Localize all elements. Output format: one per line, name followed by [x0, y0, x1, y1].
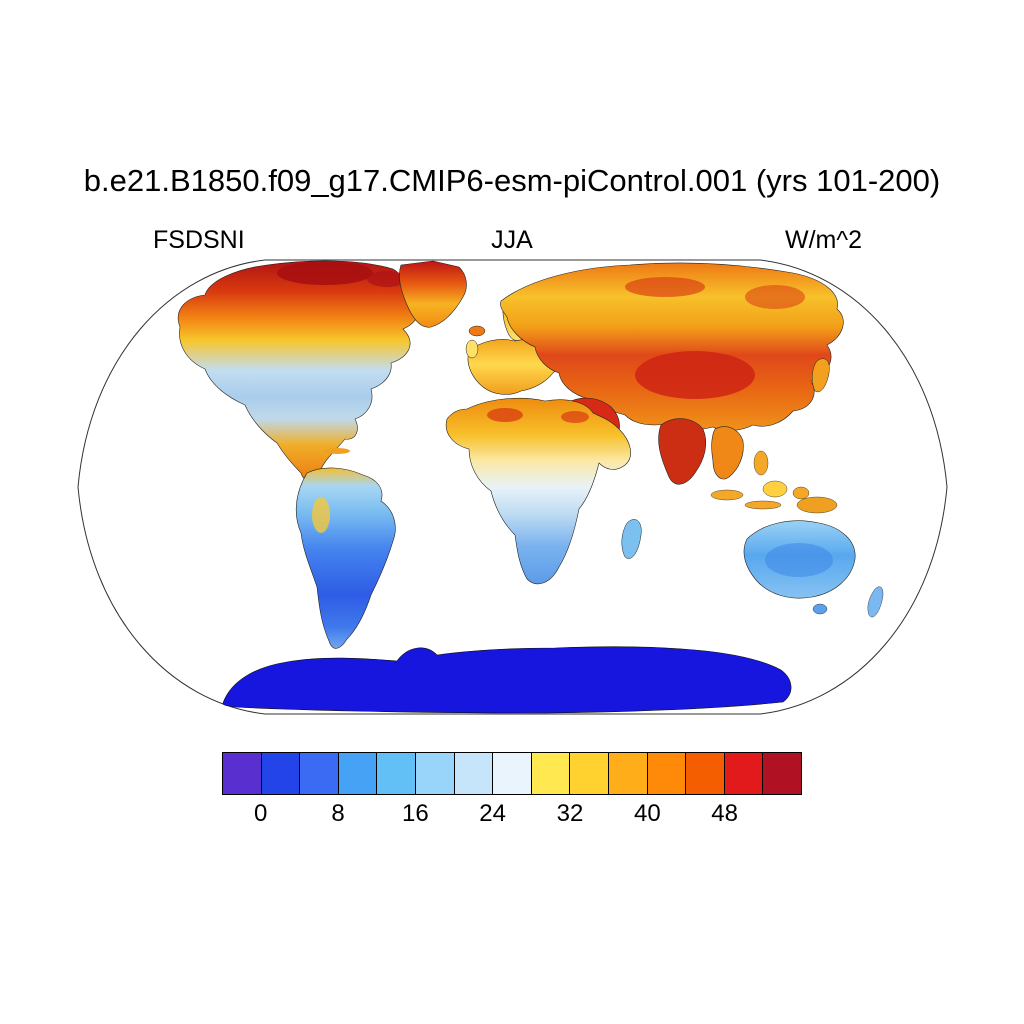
colorbar-cell	[492, 752, 532, 795]
arctic-islands-hot-patch	[367, 271, 407, 287]
colorbar-cell	[299, 752, 339, 795]
colorbar-cell	[569, 752, 609, 795]
colorbar-tick-label: 48	[711, 800, 739, 827]
central-asia-tibet-hot-patch	[635, 351, 755, 399]
world-map-svg	[77, 259, 948, 715]
variable-label: FSDSNI	[153, 226, 245, 254]
colorbar-tick-label: 32	[556, 800, 584, 827]
borneo	[762, 480, 788, 498]
colorbar-cell	[222, 752, 262, 795]
colorbar-cell	[685, 752, 725, 795]
world-map	[75, 256, 950, 718]
northeast-asia-hot-patch	[745, 285, 805, 309]
colorbar-tick-label: 8	[331, 800, 345, 827]
continent-africa	[445, 397, 631, 585]
india	[658, 418, 707, 485]
sulawesi	[792, 486, 810, 500]
units-label: W/m^2	[785, 226, 863, 254]
siberia-hot-patch	[625, 277, 705, 297]
colorbar-cell	[646, 752, 687, 795]
madagascar	[621, 519, 642, 559]
colorbar-cell	[530, 752, 571, 795]
colorbar-cell	[723, 752, 764, 795]
japan	[812, 358, 830, 393]
colorbar-cell	[607, 752, 648, 795]
new-guinea	[796, 496, 838, 514]
egypt-hot-patch	[561, 411, 589, 423]
colorbar-tick-label: 24	[479, 800, 507, 827]
colorbar-cell	[337, 752, 378, 795]
continent-antarctica	[222, 646, 792, 714]
andes-warm-patch	[312, 497, 330, 533]
greenland	[399, 260, 467, 328]
sahara-hot-patch	[487, 408, 523, 422]
philippines	[753, 450, 769, 476]
tasmania	[812, 603, 828, 615]
colorbar-cell	[376, 752, 416, 795]
colorbar-tick-label: 40	[633, 800, 661, 827]
plot-title: b.e21.B1850.f09_g17.CMIP6-esm-piControl.…	[83, 163, 941, 198]
arctic-islands-hot-patch	[277, 261, 373, 285]
continent-north-america	[178, 260, 420, 481]
iceland	[468, 325, 486, 337]
colorbar-tick-label: 16	[401, 800, 429, 827]
colorbar	[222, 752, 802, 795]
new-zealand	[867, 586, 884, 618]
colorbar-cell	[762, 752, 802, 795]
colorbar-tick-label: 0	[253, 800, 268, 827]
java	[744, 500, 782, 510]
colorbar-cell	[260, 752, 301, 795]
cuba-island	[324, 448, 350, 454]
colorbar-cell	[453, 752, 494, 795]
australia-interior-patch	[765, 543, 833, 577]
season-label: JJA	[491, 226, 533, 254]
british-isles	[465, 339, 479, 359]
colorbar-tick-row: 0 8 16 24 32 40 48	[222, 800, 802, 830]
sumatra	[710, 489, 744, 501]
southeast-asia	[711, 426, 744, 480]
colorbar-cell	[414, 752, 455, 795]
